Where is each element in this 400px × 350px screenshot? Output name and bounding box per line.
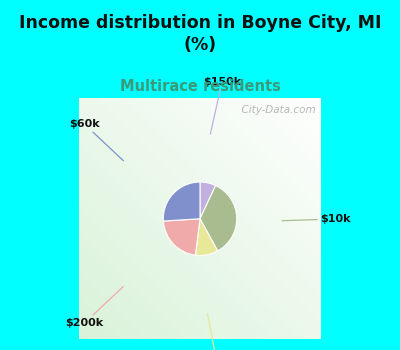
Wedge shape bbox=[163, 182, 200, 221]
Wedge shape bbox=[195, 219, 218, 256]
Wedge shape bbox=[200, 182, 216, 219]
Text: $125k: $125k bbox=[198, 314, 237, 350]
Text: $150k: $150k bbox=[203, 77, 241, 134]
Text: $60k: $60k bbox=[69, 119, 124, 161]
Text: City-Data.com: City-Data.com bbox=[235, 105, 316, 115]
Text: Income distribution in Boyne City, MI
(%): Income distribution in Boyne City, MI (%… bbox=[19, 14, 381, 54]
Text: $10k: $10k bbox=[282, 214, 350, 224]
Wedge shape bbox=[163, 219, 200, 255]
Text: Multirace residents: Multirace residents bbox=[120, 79, 280, 94]
Text: $200k: $200k bbox=[66, 286, 124, 328]
Wedge shape bbox=[200, 186, 237, 251]
